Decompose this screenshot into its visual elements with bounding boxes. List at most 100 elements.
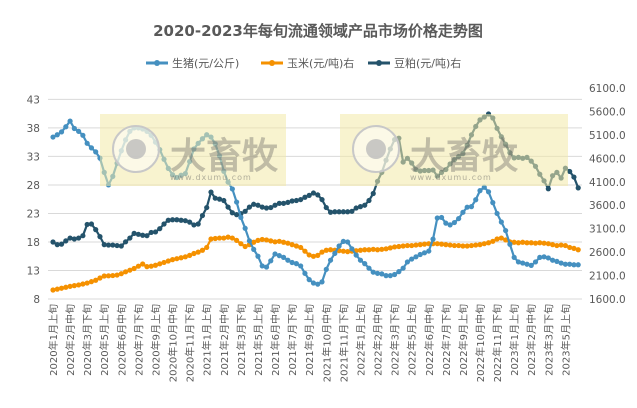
data-point	[302, 270, 308, 276]
data-point	[315, 192, 321, 198]
data-point	[481, 241, 487, 247]
data-point	[71, 283, 77, 289]
data-point	[97, 234, 103, 240]
data-point	[340, 248, 346, 254]
data-point	[468, 204, 475, 210]
data-point	[345, 209, 351, 215]
data-point	[575, 262, 581, 268]
data-point	[404, 259, 411, 265]
x-tick-label: 2022年9月上旬	[457, 304, 470, 376]
right-tick-label: 2600.0	[589, 247, 626, 259]
data-point	[315, 281, 321, 287]
data-point	[263, 237, 270, 243]
data-point	[161, 259, 167, 266]
data-point	[165, 217, 171, 223]
data-point	[280, 254, 287, 260]
x-tick-label: 2021年6月中旬	[269, 304, 282, 376]
data-point	[366, 197, 372, 204]
data-point	[246, 238, 253, 244]
data-point	[67, 283, 73, 289]
data-point	[289, 198, 295, 204]
right-tick-label: 2100.0	[589, 271, 626, 283]
data-point	[306, 277, 312, 283]
x-tick-label: 2020年1月上旬	[47, 304, 60, 376]
data-point	[451, 242, 457, 249]
left-tick-label: 18	[27, 237, 40, 249]
data-point	[84, 280, 90, 286]
data-point	[135, 231, 141, 237]
data-point	[485, 189, 492, 195]
data-point	[374, 247, 381, 253]
data-point	[370, 246, 376, 252]
data-point	[225, 204, 231, 210]
data-point	[268, 258, 274, 264]
data-point	[400, 265, 406, 271]
data-point	[357, 257, 364, 263]
data-point	[524, 240, 530, 246]
data-point	[234, 199, 240, 205]
data-point	[443, 220, 449, 226]
right-tick-label: 1600.0	[589, 294, 626, 306]
data-point	[409, 242, 415, 249]
data-point	[191, 250, 197, 257]
data-point	[392, 244, 398, 250]
watermark-site: www.dxumu.com	[410, 173, 492, 182]
left-axis: 43 38 33 28 23 18 13 8	[27, 94, 40, 306]
data-point	[327, 209, 334, 215]
data-point	[268, 238, 274, 244]
data-point	[229, 186, 235, 192]
x-tick-label: 2022年6月中旬	[423, 304, 436, 376]
data-point	[208, 189, 214, 195]
x-tick-label: 2022年3月下旬	[389, 304, 402, 376]
x-tick-label: 2020年5月上旬	[98, 304, 111, 376]
data-point	[58, 241, 65, 247]
data-point	[332, 209, 338, 215]
data-point	[131, 230, 137, 236]
data-point	[140, 261, 146, 267]
data-point	[323, 247, 329, 253]
data-point	[537, 254, 543, 260]
data-point	[306, 192, 312, 198]
data-point	[122, 269, 129, 275]
data-point	[511, 239, 517, 245]
data-point	[178, 217, 184, 223]
right-tick-label: 5600.0	[589, 106, 626, 118]
data-point	[199, 247, 206, 253]
x-tick-label: 2023年3月下旬	[542, 304, 555, 376]
data-point	[67, 235, 73, 241]
data-point	[490, 238, 496, 244]
data-point	[272, 251, 278, 257]
data-point	[370, 269, 376, 275]
data-point	[434, 215, 440, 221]
data-point	[63, 238, 69, 244]
data-point	[447, 242, 453, 248]
data-point	[498, 235, 504, 241]
data-point	[357, 204, 364, 210]
data-point	[285, 257, 291, 263]
data-point	[174, 217, 180, 223]
data-point	[293, 261, 299, 267]
x-tick-label: 2020年10月中旬	[167, 304, 180, 382]
data-point	[182, 218, 188, 224]
data-point	[567, 168, 573, 175]
left-tick-label: 8	[33, 294, 40, 306]
data-point	[187, 252, 193, 258]
data-point	[396, 243, 402, 250]
data-point	[490, 200, 496, 206]
data-point	[404, 242, 411, 249]
data-point	[319, 249, 325, 255]
data-point	[421, 241, 428, 247]
data-point	[263, 264, 270, 270]
data-point	[152, 262, 159, 268]
data-point	[485, 240, 492, 246]
data-point	[456, 215, 462, 222]
data-point	[195, 221, 201, 227]
data-point	[199, 212, 206, 219]
data-point	[114, 242, 120, 249]
data-point	[494, 210, 500, 217]
data-point	[541, 240, 547, 246]
data-point	[88, 279, 95, 285]
data-point	[88, 145, 95, 151]
